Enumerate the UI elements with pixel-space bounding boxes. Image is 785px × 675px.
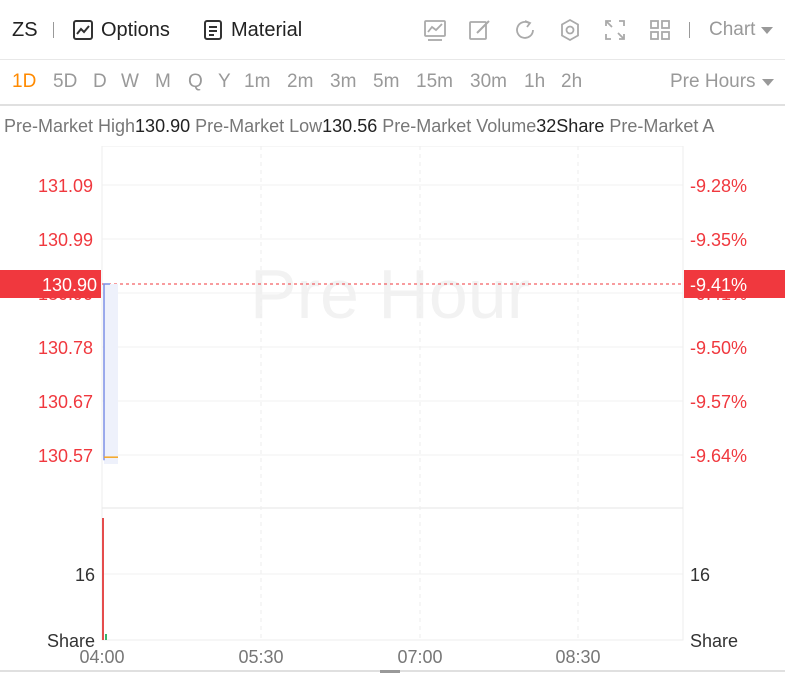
settings-icon[interactable] bbox=[557, 17, 583, 43]
volume-bar bbox=[102, 518, 104, 640]
refresh-icon[interactable] bbox=[512, 17, 538, 43]
volume-tick-label-right: 16 bbox=[690, 565, 710, 585]
tab-period-5d[interactable]: 5D bbox=[53, 71, 78, 92]
material-label: Material bbox=[231, 18, 303, 41]
document-icon bbox=[204, 20, 222, 40]
pre-market-info-bar: Pre-Market High 130.90 Pre-Market Low 130… bbox=[0, 106, 785, 146]
time-axis-label: 07:00 bbox=[397, 647, 442, 667]
tab-period-5m[interactable]: 5m bbox=[373, 71, 400, 92]
toolbar-divider bbox=[53, 22, 54, 38]
percent-tick-label: -9.35% bbox=[690, 230, 747, 250]
price-chart[interactable]: Pre Hour 131.09 130.99 130.90 130.78 130.67 13… bbox=[0, 146, 785, 675]
info-value: 32Share bbox=[536, 115, 605, 136]
chart-type-dropdown[interactable]: Chart bbox=[709, 0, 774, 60]
session-label: Pre Hours bbox=[670, 71, 756, 92]
current-price-tag bbox=[0, 270, 101, 298]
layout-icon[interactable] bbox=[647, 17, 673, 43]
tab-period-q[interactable]: Q bbox=[188, 71, 203, 92]
draw-icon[interactable] bbox=[467, 17, 493, 43]
toolbar-divider bbox=[689, 22, 690, 38]
volume-bar bbox=[105, 634, 107, 640]
time-axis-label: 08:30 bbox=[555, 647, 600, 667]
fullscreen-icon[interactable] bbox=[602, 17, 628, 43]
info-value: 130.90 bbox=[135, 115, 191, 136]
price-tick-label: 130.57 bbox=[38, 446, 93, 466]
price-tick-label: 130.78 bbox=[38, 338, 93, 358]
info-value: 130.56 bbox=[322, 115, 378, 136]
info-label: Pre-Market High bbox=[4, 115, 136, 136]
percent-tick-label: -9.57% bbox=[690, 392, 747, 412]
current-price-value: 130.90 bbox=[42, 275, 97, 295]
time-axis-label: 04:00 bbox=[79, 647, 124, 667]
price-tick-label: 131.09 bbox=[38, 176, 93, 196]
time-axis-label: 05:30 bbox=[238, 647, 283, 667]
current-percent-tag bbox=[684, 270, 785, 298]
options-button[interactable]: Options bbox=[72, 0, 170, 60]
chevron-down-icon bbox=[761, 26, 774, 34]
tab-period-1h[interactable]: 1h bbox=[524, 71, 546, 92]
material-button[interactable]: Material bbox=[203, 0, 302, 60]
tab-period-30m[interactable]: 30m bbox=[470, 71, 507, 92]
volume-unit-label: Share bbox=[47, 631, 95, 651]
tab-period-1m[interactable]: 1m bbox=[244, 71, 271, 92]
current-percent-value: -9.41% bbox=[690, 275, 747, 295]
options-chart-icon bbox=[73, 20, 93, 40]
tab-period-2m[interactable]: 2m bbox=[287, 71, 314, 92]
watermark-text: Pre Hour bbox=[250, 255, 530, 333]
tab-period-d[interactable]: D bbox=[93, 71, 107, 92]
chevron-down-icon bbox=[761, 78, 774, 86]
percent-tick-label: -9.64% bbox=[690, 446, 747, 466]
period-tabs: 1D 5D D W M Q Y 1m 2m 3m 5m 15m 30m 1h 2h Pre Hours bbox=[0, 60, 785, 106]
scroll-handle bbox=[380, 670, 400, 673]
price-tick-label: 130.67 bbox=[38, 392, 93, 412]
info-label: Pre-Market A bbox=[609, 115, 715, 136]
session-dropdown[interactable]: Pre Hours bbox=[670, 60, 774, 104]
info-label: Pre-Market Volume bbox=[382, 115, 537, 136]
price-area-fill bbox=[104, 284, 118, 464]
tab-period-y[interactable]: Y bbox=[218, 71, 231, 92]
price-tick-label: 130.99 bbox=[38, 230, 93, 250]
top-toolbar: ZS Options Material Chart bbox=[0, 0, 785, 60]
symbol-label: ZS bbox=[12, 18, 38, 41]
tab-period-1d[interactable]: 1D bbox=[12, 71, 37, 92]
price-line bbox=[103, 283, 110, 461]
tab-period-2h[interactable]: 2h bbox=[561, 71, 583, 92]
percent-tick-label: -9.28% bbox=[690, 176, 747, 196]
percent-tick-label: -9.50% bbox=[690, 338, 747, 358]
chart-type-label: Chart bbox=[709, 19, 756, 40]
tab-period-3m[interactable]: 3m bbox=[330, 71, 357, 92]
tab-period-w[interactable]: W bbox=[121, 71, 139, 92]
tab-period-m[interactable]: M bbox=[155, 71, 171, 92]
volume-tick-label: 16 bbox=[75, 565, 95, 585]
volume-unit-label-right: Share bbox=[690, 631, 738, 651]
info-label: Pre-Market Low bbox=[195, 115, 323, 136]
chart-icon[interactable] bbox=[422, 17, 448, 43]
options-label: Options bbox=[101, 18, 170, 41]
tab-period-15m[interactable]: 15m bbox=[416, 71, 453, 92]
plot-frame bbox=[101, 146, 684, 641]
